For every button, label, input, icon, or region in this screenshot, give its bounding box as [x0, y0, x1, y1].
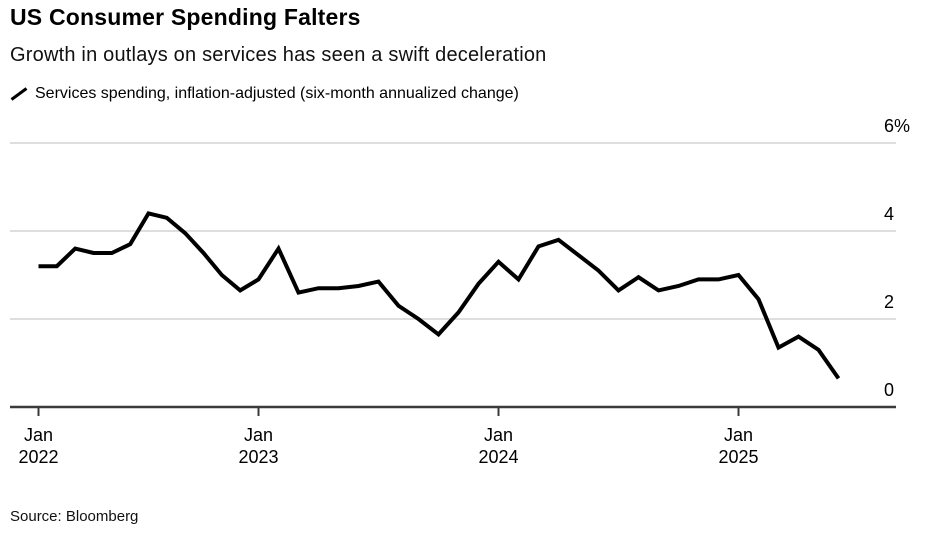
y-tick-label: 4: [884, 204, 895, 224]
x-axis-ticks: [37, 406, 740, 416]
legend-label: Services spending, inflation-adjusted (s…: [35, 85, 519, 102]
x-tick-month: Jan: [723, 425, 754, 445]
chart-subtitle: Growth in outlays on services has seen a…: [10, 44, 547, 66]
x-tick-month: Jan: [23, 425, 54, 445]
x-tick-label: Jan 2022: [18, 424, 58, 468]
y-tick-label: 2: [884, 292, 895, 312]
legend: Services spending, inflation-adjusted (s…: [10, 85, 519, 103]
y-gridlines: [10, 142, 896, 409]
x-tick-label: Jan 2025: [718, 424, 758, 468]
x-tick-month: Jan: [243, 425, 274, 445]
spending-line: [38, 211, 841, 380]
source-attribution: Source: Bloomberg: [10, 508, 139, 525]
x-tick-year: 2023: [238, 447, 279, 467]
chart-title: US Consumer Spending Falters: [10, 4, 361, 30]
y-tick-label: 0: [884, 380, 895, 400]
x-tick-year: 2025: [718, 447, 759, 467]
x-tick-month: Jan: [483, 425, 514, 445]
x-tick-label: Jan 2024: [478, 424, 518, 468]
x-tick-year: 2024: [478, 447, 519, 467]
x-tick-year: 2022: [18, 447, 59, 467]
y-tick-label: 6%: [884, 116, 911, 136]
x-tick-label: Jan 2023: [238, 424, 278, 468]
line-swatch-icon: [10, 87, 28, 101]
